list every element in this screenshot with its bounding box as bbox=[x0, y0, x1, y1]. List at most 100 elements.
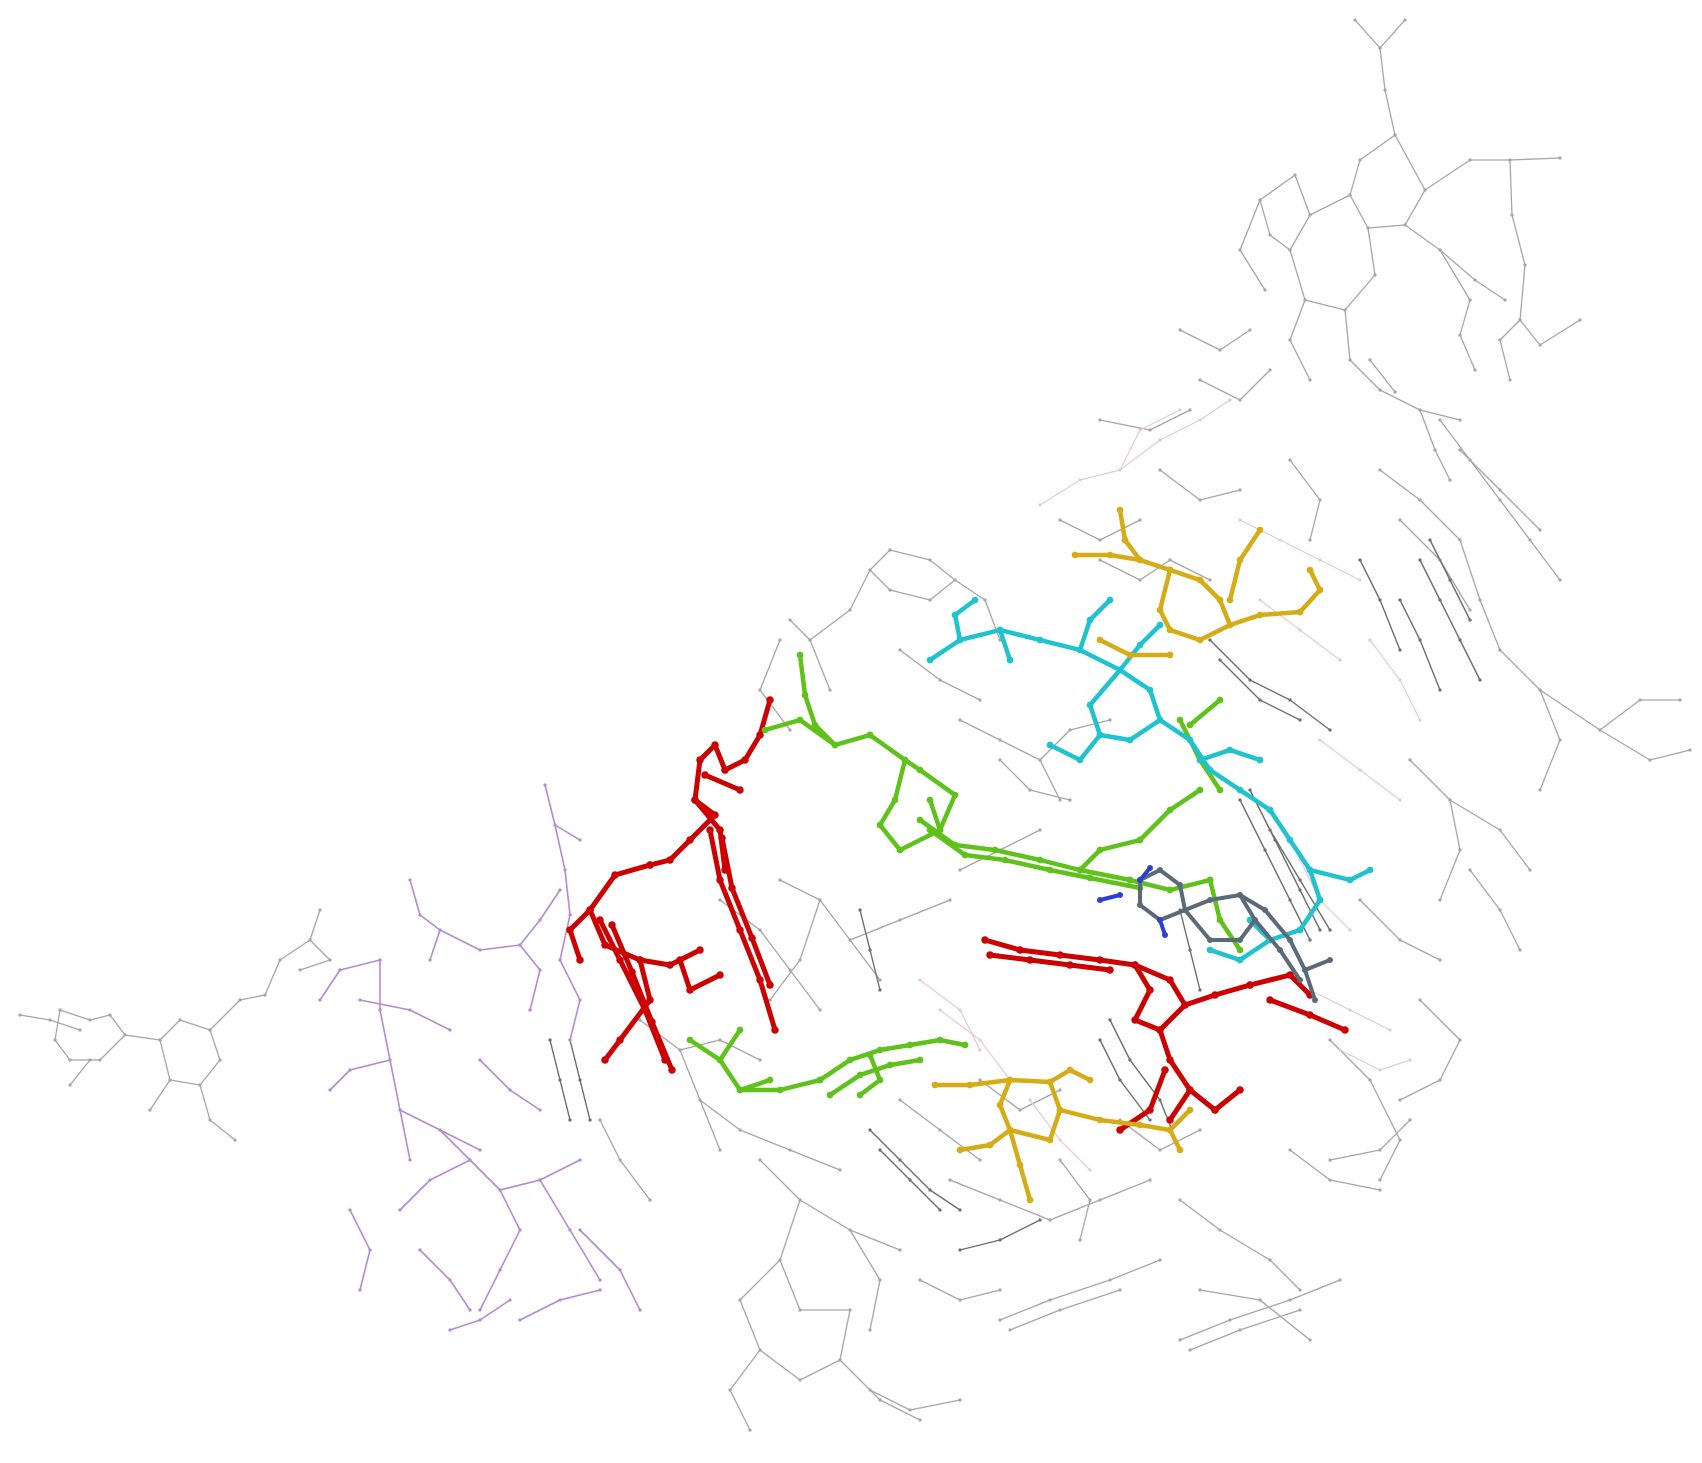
atom bbox=[1288, 898, 1292, 902]
atom bbox=[1538, 528, 1542, 532]
atom bbox=[878, 1398, 882, 1402]
atom bbox=[1508, 158, 1512, 162]
atom bbox=[1318, 928, 1322, 932]
atom bbox=[1338, 1278, 1342, 1282]
atom bbox=[1178, 408, 1182, 412]
atom bbox=[948, 898, 952, 902]
atom bbox=[1158, 1258, 1162, 1262]
atom bbox=[718, 1038, 722, 1042]
atom bbox=[208, 1028, 212, 1032]
atom bbox=[418, 1248, 422, 1252]
atom bbox=[951, 611, 959, 619]
atom bbox=[901, 756, 909, 764]
atom bbox=[538, 968, 542, 972]
atom bbox=[1438, 598, 1442, 602]
atom bbox=[721, 866, 729, 874]
atom bbox=[1558, 578, 1562, 582]
atom bbox=[1146, 1106, 1154, 1114]
atom bbox=[448, 1278, 452, 1282]
atom bbox=[1086, 874, 1094, 882]
atom bbox=[998, 738, 1002, 742]
atom bbox=[408, 878, 412, 882]
atom bbox=[1378, 1188, 1382, 1192]
atom bbox=[398, 1208, 402, 1212]
atom bbox=[398, 1108, 402, 1112]
atom bbox=[966, 1081, 974, 1089]
context-left-fragment bbox=[18, 908, 332, 1142]
atom bbox=[428, 1178, 432, 1182]
atom bbox=[1306, 566, 1314, 574]
atom bbox=[1458, 333, 1462, 337]
bond bbox=[927, 827, 1143, 891]
atom bbox=[888, 588, 892, 592]
atom bbox=[961, 1041, 969, 1049]
atom bbox=[1086, 701, 1094, 709]
atom bbox=[1498, 648, 1502, 652]
atom bbox=[1298, 628, 1302, 632]
atom bbox=[238, 998, 242, 1002]
atom bbox=[876, 1076, 884, 1084]
bond bbox=[687, 1037, 773, 1093]
atom bbox=[1258, 598, 1262, 602]
atom bbox=[891, 796, 899, 804]
atom bbox=[1298, 878, 1302, 882]
atom bbox=[1263, 848, 1267, 852]
atom bbox=[676, 956, 684, 964]
atom bbox=[691, 796, 699, 804]
bond bbox=[699, 1099, 841, 1171]
atom bbox=[748, 934, 756, 942]
atom bbox=[938, 678, 942, 682]
atom bbox=[598, 1118, 602, 1122]
atom bbox=[896, 846, 904, 854]
atom bbox=[1348, 928, 1352, 932]
atom bbox=[1286, 971, 1294, 979]
atom bbox=[1206, 876, 1214, 884]
bond bbox=[779, 879, 881, 981]
atom bbox=[928, 598, 932, 602]
atom bbox=[1188, 948, 1192, 952]
atom bbox=[518, 943, 522, 947]
atom bbox=[1468, 618, 1472, 622]
bond bbox=[1239, 799, 1311, 941]
atom bbox=[736, 1086, 744, 1094]
bond bbox=[554, 824, 581, 841]
atom bbox=[986, 951, 994, 959]
atom bbox=[1328, 728, 1332, 732]
atom bbox=[801, 691, 809, 699]
atom bbox=[1136, 556, 1144, 564]
atom bbox=[1036, 636, 1044, 644]
atom bbox=[878, 1278, 882, 1282]
atom bbox=[1086, 1076, 1094, 1084]
atom bbox=[218, 1058, 222, 1062]
atom bbox=[638, 1308, 642, 1312]
atom bbox=[508, 1298, 512, 1302]
atom bbox=[1198, 988, 1202, 992]
atom bbox=[1288, 338, 1292, 342]
atom bbox=[736, 1026, 744, 1034]
atom bbox=[938, 1128, 942, 1132]
atom bbox=[108, 1013, 112, 1017]
bond bbox=[1167, 1087, 1193, 1123]
atom bbox=[1058, 1308, 1062, 1312]
atom bbox=[1263, 288, 1267, 292]
atom bbox=[1006, 1076, 1014, 1084]
atom bbox=[1106, 596, 1114, 604]
atom bbox=[1373, 273, 1377, 277]
atom bbox=[1126, 736, 1134, 744]
atom bbox=[568, 913, 572, 917]
atom bbox=[986, 1141, 994, 1149]
atom bbox=[1348, 1008, 1352, 1012]
atom bbox=[856, 1071, 864, 1079]
atom bbox=[1341, 1026, 1349, 1034]
atom bbox=[358, 998, 362, 1002]
atom bbox=[1166, 1056, 1174, 1064]
atom bbox=[1316, 586, 1324, 594]
atom bbox=[368, 1248, 372, 1252]
atom bbox=[826, 1091, 834, 1099]
atom bbox=[978, 1048, 982, 1052]
atom bbox=[1098, 418, 1102, 422]
atom bbox=[1058, 518, 1062, 522]
atom bbox=[1408, 1118, 1412, 1122]
atom bbox=[953, 578, 957, 582]
